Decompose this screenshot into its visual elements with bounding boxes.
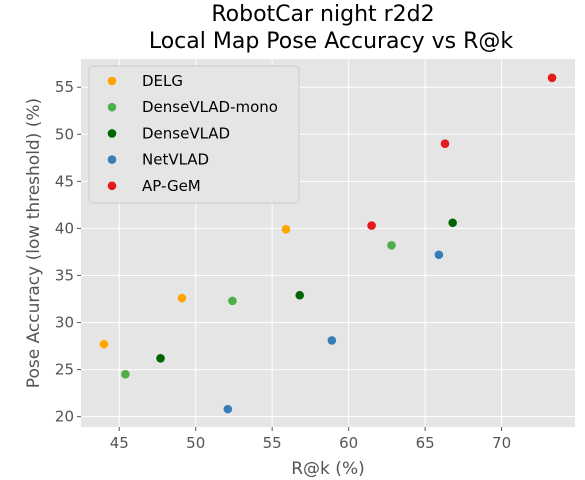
y-tick-label: 25 [55, 361, 74, 379]
legend-marker-netvlad [107, 155, 117, 164]
point-densevlad-mono [387, 241, 396, 250]
data-points [99, 73, 557, 414]
x-tick-label: 65 [416, 434, 435, 452]
y-tick-label: 35 [55, 266, 74, 284]
x-tick-label: 70 [492, 434, 511, 452]
legend-label-ap-gem: AP-GeM [142, 177, 201, 195]
point-densevlad [448, 218, 457, 228]
legend-box [88, 65, 300, 204]
x-tick-label: 45 [110, 434, 129, 452]
legend-label-densevlad: DenseVLAD [142, 124, 230, 142]
point-netvlad [327, 336, 337, 345]
axis-ticks: 45 50 55 60 65 70 20 25 30 35 40 45 50 55 [55, 78, 511, 452]
point-delg [177, 293, 187, 303]
legend: DELG DenseVLAD-mono DenseVLAD NetVLAD AP-GeM [88, 65, 300, 204]
point-ap-gem [440, 139, 450, 149]
y-tick-label: 20 [55, 408, 74, 426]
point-ap-gem [367, 221, 376, 230]
legend-label-delg: DELG [142, 72, 183, 90]
legend-items: DELG DenseVLAD-mono DenseVLAD NetVLAD AP-GeM [107, 72, 278, 195]
x-tick-label: 55 [263, 434, 282, 452]
point-ap-gem [547, 73, 557, 83]
point-netvlad [434, 250, 444, 260]
y-tick-label: 50 [55, 125, 74, 143]
point-netvlad [223, 404, 233, 414]
point-delg [99, 339, 109, 349]
legend-label-densevlad-mono: DenseVLAD-mono [142, 98, 278, 116]
legend-marker-delg [107, 76, 117, 86]
point-densevlad [156, 353, 165, 363]
legend-label-netvlad: NetVLAD [142, 151, 209, 169]
point-densevlad-mono [228, 296, 237, 306]
point-densevlad-mono [121, 369, 130, 379]
legend-marker-densevlad [107, 129, 117, 138]
chart-title-line-1: RobotCar night r2d2 [211, 2, 434, 27]
legend-marker-densevlad-mono [107, 102, 117, 112]
point-delg [281, 225, 291, 234]
x-tick-label: 50 [186, 434, 205, 452]
y-tick-label: 30 [55, 314, 74, 332]
legend-marker-ap-gem [107, 181, 117, 191]
x-tick-label: 60 [339, 434, 358, 452]
point-densevlad [295, 290, 305, 300]
chart-title-line-2: Local Map Pose Accuracy vs R@k [149, 29, 514, 54]
y-tick-label: 45 [55, 172, 74, 190]
x-axis-label: R@k (%) [291, 459, 364, 479]
y-axis-label: Pose Accuracy (low threshold) (%) [24, 98, 44, 388]
y-tick-label: 40 [55, 219, 74, 237]
y-tick-label: 55 [55, 78, 74, 96]
